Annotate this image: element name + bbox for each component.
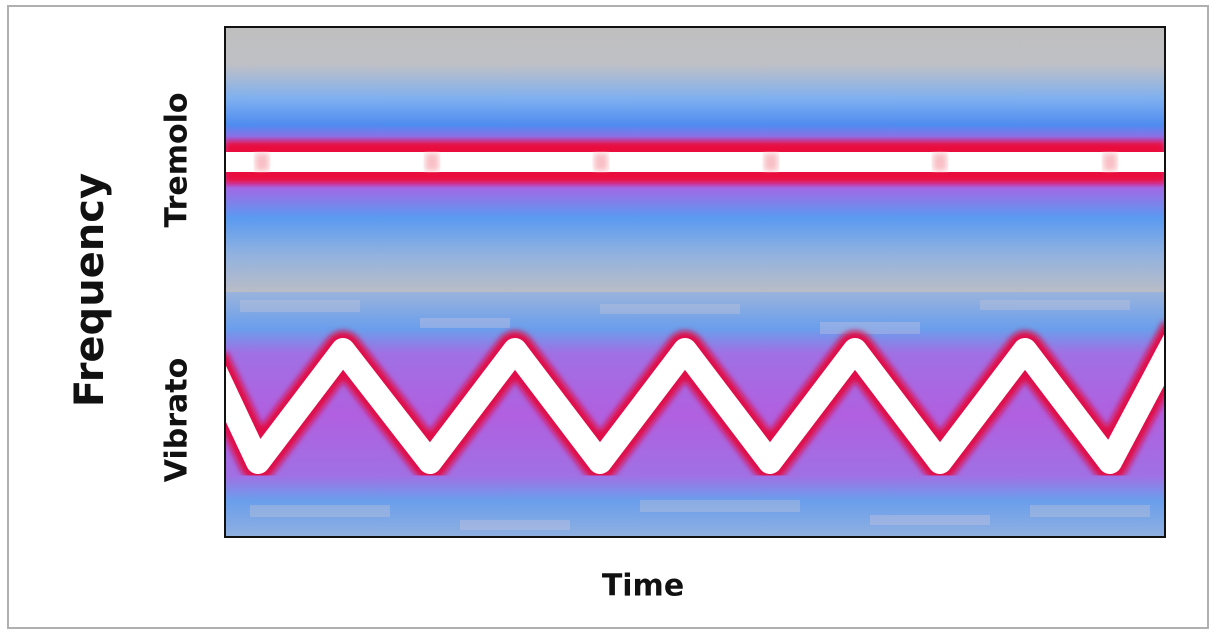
- vibrato-line: [225, 332, 1165, 474]
- plot-border: [224, 26, 1166, 538]
- vibrato-label: Vibrato: [160, 358, 195, 482]
- tremolo-label: Tremolo: [160, 92, 195, 227]
- spectrogram: [225, 27, 1165, 537]
- y-axis-label: Frequency: [67, 173, 113, 407]
- x-axis-label: Time: [602, 569, 684, 604]
- noise: [240, 300, 1150, 530]
- tremolo-line: [225, 152, 1165, 172]
- tremolo-dips: [255, 153, 1117, 171]
